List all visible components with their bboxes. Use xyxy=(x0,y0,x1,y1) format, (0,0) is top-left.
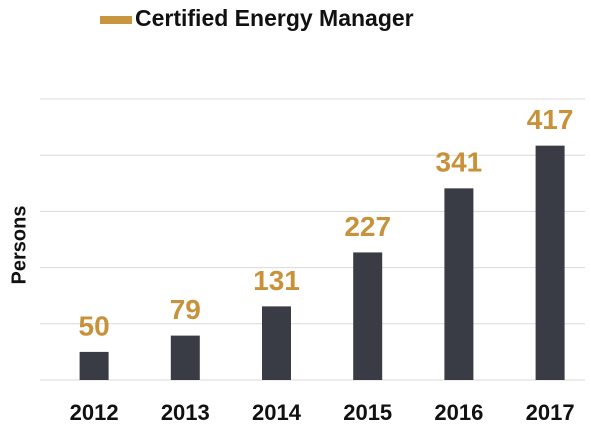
x-tick-label: 2014 xyxy=(252,400,302,425)
bar xyxy=(170,335,200,380)
bar xyxy=(535,145,565,380)
legend-label: Certified Energy Manager xyxy=(135,5,414,31)
bar xyxy=(79,351,109,380)
x-tick-label: 2016 xyxy=(434,400,483,425)
x-tick-label: 2012 xyxy=(70,400,119,425)
data-label: 79 xyxy=(170,294,201,325)
bar xyxy=(262,306,291,380)
data-label: 227 xyxy=(344,211,391,242)
x-tick-label: 2017 xyxy=(526,400,575,425)
bar xyxy=(444,188,474,380)
data-label: 50 xyxy=(79,310,110,341)
x-tick-label: 2015 xyxy=(343,400,392,425)
y-axis-label: Persons xyxy=(8,206,30,285)
data-label: 131 xyxy=(253,265,300,296)
x-tick-label: 2013 xyxy=(161,400,210,425)
legend-swatch xyxy=(100,16,132,24)
data-label: 341 xyxy=(436,147,483,178)
data-label: 417 xyxy=(527,104,574,135)
bar xyxy=(353,252,383,380)
